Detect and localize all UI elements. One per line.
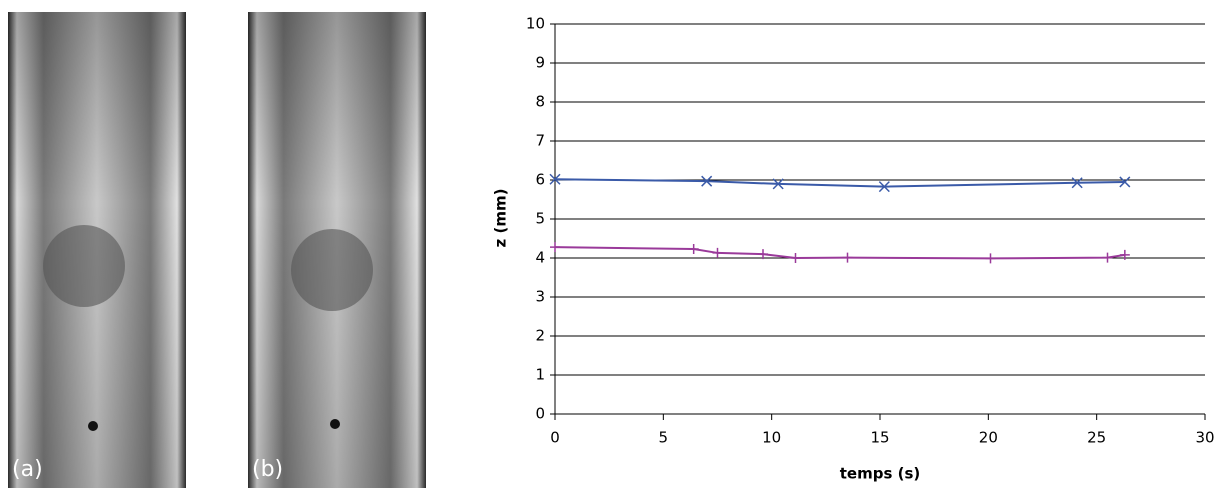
y-tick-label: 5 — [535, 210, 545, 228]
marker — [758, 249, 768, 260]
x-tick-label: 15 — [870, 429, 889, 447]
marker — [985, 253, 996, 264]
marker — [878, 181, 890, 193]
x-tick-label: 0 — [550, 429, 560, 447]
y-tick-label: 0 — [535, 405, 545, 423]
y-tick-label: 10 — [526, 15, 545, 33]
marker — [701, 175, 713, 187]
photo-a: (a) — [8, 12, 186, 488]
marker — [550, 242, 560, 253]
marker — [1102, 252, 1113, 263]
y-tick-label: 8 — [535, 93, 545, 111]
x-tick-label: 30 — [1195, 429, 1214, 447]
y-axis-label: z (mm) — [492, 189, 510, 248]
marker — [772, 178, 784, 190]
series-line — [554, 178, 1125, 188]
photo-b: (b) — [248, 12, 426, 488]
marker — [1071, 177, 1083, 189]
x-axis-label: temps (s) — [840, 465, 921, 483]
y-tick-label: 7 — [535, 132, 545, 150]
marker — [1119, 176, 1131, 188]
marker — [712, 247, 723, 258]
y-tick-label: 3 — [535, 288, 545, 306]
x-tick-label: 25 — [1087, 429, 1106, 447]
marker — [688, 244, 699, 255]
marker — [842, 252, 853, 263]
x-tick-label: 10 — [762, 429, 781, 447]
y-tick-label: 6 — [535, 171, 545, 189]
y-tick-label: 4 — [535, 249, 545, 267]
panel-label: (b) — [252, 457, 283, 482]
marker — [790, 253, 801, 263]
x-tick-label: 5 — [659, 429, 669, 447]
series-line — [554, 246, 1125, 260]
y-tick-label: 2 — [535, 327, 545, 345]
panel-label: (a) — [12, 457, 43, 482]
marker — [1119, 249, 1130, 260]
y-tick-label: 9 — [535, 54, 545, 72]
y-tick-label: 1 — [535, 366, 545, 384]
marker — [549, 173, 561, 185]
x-tick-label: 20 — [979, 429, 998, 447]
